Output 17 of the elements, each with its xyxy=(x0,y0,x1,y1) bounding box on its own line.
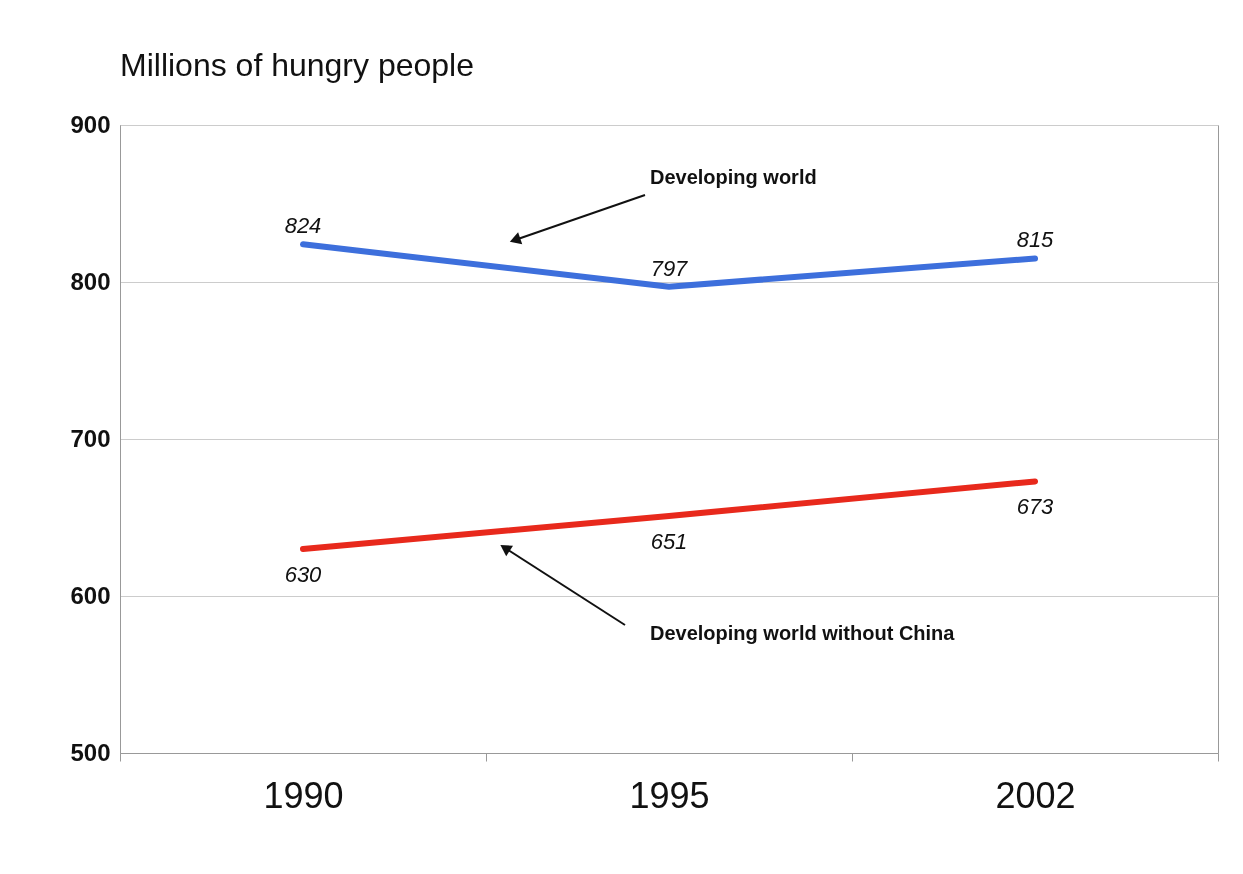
x-tick-label: 1990 xyxy=(263,774,344,816)
data-label: 673 xyxy=(1016,494,1055,520)
data-label: 824 xyxy=(284,213,322,239)
data-label: 630 xyxy=(284,561,323,587)
y-tick-label: 500 xyxy=(70,738,111,766)
text: Developing world xyxy=(650,166,817,188)
text: Developing world without China xyxy=(650,622,956,644)
x-tick-label: 2002 xyxy=(995,774,1076,816)
data-label: 797 xyxy=(650,255,689,281)
data-label: 651 xyxy=(650,528,688,554)
y-tick-label: 800 xyxy=(70,267,111,295)
y-tick-label: 900 xyxy=(70,110,111,138)
x-tick-label: 1995 xyxy=(629,774,710,816)
chart-title: Millions of hungry people xyxy=(120,47,474,83)
y-tick-label: 700 xyxy=(70,424,111,452)
data-label: 815 xyxy=(1016,227,1055,253)
y-tick-label: 600 xyxy=(70,581,111,609)
